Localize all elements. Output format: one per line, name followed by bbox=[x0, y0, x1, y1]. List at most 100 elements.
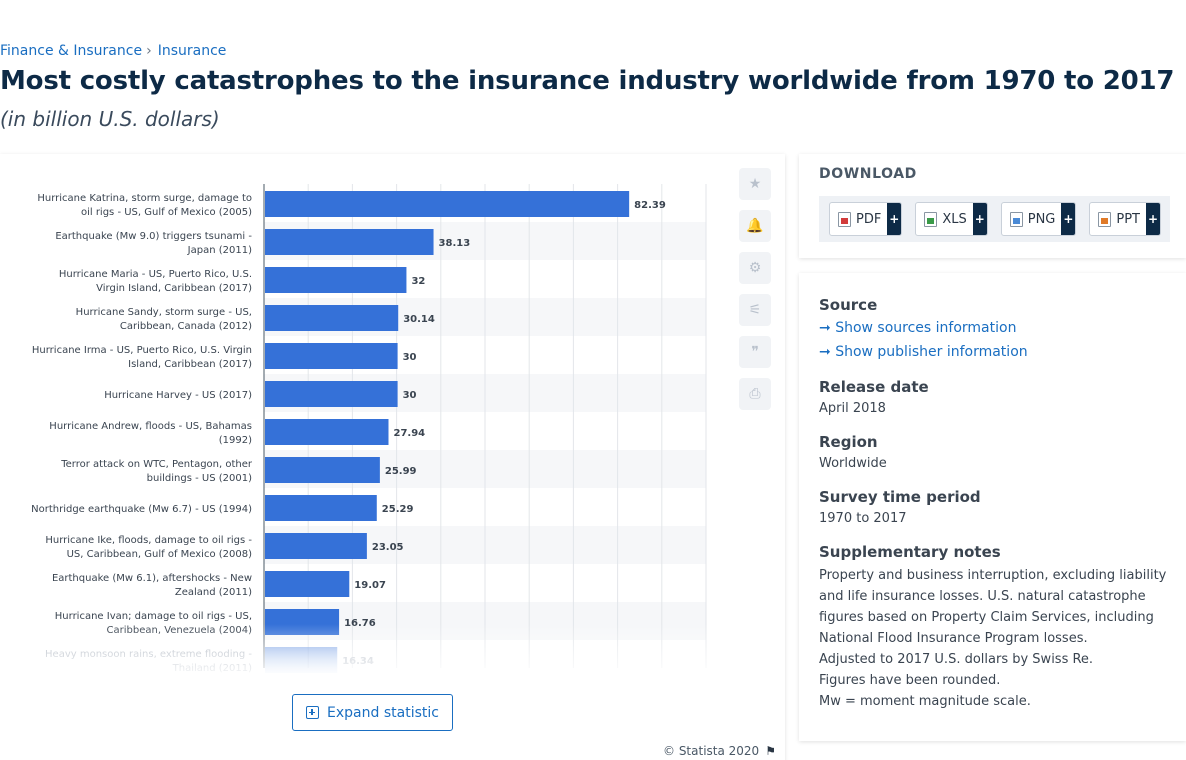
page-title: Most costly catastrophes to the insuranc… bbox=[0, 66, 1175, 96]
bar[interactable] bbox=[265, 609, 340, 635]
show-sources-label: Show sources information bbox=[835, 320, 1017, 336]
bar[interactable] bbox=[265, 647, 338, 673]
bar[interactable] bbox=[265, 495, 377, 521]
release-date-label: Release date bbox=[819, 378, 929, 396]
data-label: 19.07 bbox=[354, 580, 386, 591]
source-label: Source bbox=[819, 296, 878, 314]
bar[interactable] bbox=[265, 419, 389, 445]
survey-period-label: Survey time period bbox=[819, 488, 981, 506]
chart-toolbar: ★ 🔔 ⚙ ⚟ ❞ ⎙ bbox=[739, 168, 771, 420]
expand-statistic-label: Expand statistic bbox=[327, 704, 439, 721]
category-label: Hurricane Harvey - US (2017) bbox=[104, 390, 252, 401]
expand-statistic-button[interactable]: Expand statistic bbox=[292, 694, 453, 731]
plus-icon: + bbox=[887, 203, 902, 235]
statistic-info-card: Source ➞ Show sources information ➞ Show… bbox=[799, 273, 1186, 741]
download-pdf-label: PDF bbox=[856, 211, 882, 227]
breadcrumb-separator: › bbox=[146, 43, 152, 59]
share-icon: ⚟ bbox=[748, 302, 762, 318]
flag-icon[interactable]: ⚑ bbox=[765, 744, 776, 758]
data-label: 25.29 bbox=[382, 504, 414, 515]
note-text: Figures have been rounded. bbox=[819, 673, 1001, 688]
download-png-label: PNG bbox=[1027, 211, 1056, 227]
plus-square-icon bbox=[306, 706, 320, 719]
category-label: Earthquake (Mw 9.0) triggers tsunami -Ja… bbox=[55, 231, 252, 256]
release-date-value: April 2018 bbox=[819, 401, 886, 416]
show-publisher-label: Show publisher information bbox=[835, 344, 1028, 360]
data-label: 30.14 bbox=[403, 314, 435, 325]
download-card: DOWNLOAD PDF + XLS + PNG + PPT + bbox=[799, 154, 1186, 258]
download-pdf-button[interactable]: PDF + bbox=[829, 202, 903, 236]
supplementary-notes: Property and business interruption, excl… bbox=[819, 565, 1169, 712]
plus-icon: + bbox=[972, 203, 987, 235]
category-label: Hurricane Sandy, storm surge - US, Caribb… bbox=[76, 307, 252, 332]
category-label: Hurricane Irma - US, Puerto Rico, U.S. V… bbox=[32, 345, 252, 370]
favorite-button[interactable]: ★ bbox=[739, 168, 771, 200]
quote-icon: ❞ bbox=[751, 344, 759, 360]
plus-icon: + bbox=[1061, 203, 1076, 235]
data-label: 30 bbox=[403, 390, 417, 401]
show-sources-link[interactable]: ➞ Show sources information bbox=[819, 320, 1016, 336]
arrow-right-icon: ➞ bbox=[819, 344, 831, 360]
survey-period-value: 1970 to 2017 bbox=[819, 511, 907, 526]
category-label: Hurricane Katrina, storm surge, damage t… bbox=[37, 193, 252, 218]
star-icon: ★ bbox=[748, 176, 762, 192]
data-label: 25.99 bbox=[385, 466, 417, 477]
notification-button[interactable]: 🔔 bbox=[739, 210, 771, 242]
bar[interactable] bbox=[265, 267, 407, 293]
xls-file-icon bbox=[924, 211, 938, 227]
category-label: Heavy monsoon rains, extreme flooding -T… bbox=[45, 649, 252, 674]
download-png-button[interactable]: PNG + bbox=[1000, 202, 1077, 236]
download-buttons: PDF + XLS + PNG + PPT + bbox=[819, 196, 1170, 242]
ppt-file-icon bbox=[1098, 211, 1112, 227]
bar[interactable] bbox=[265, 229, 434, 255]
category-label: Terror attack on WTC, Pentagon, other bui… bbox=[60, 459, 253, 484]
bell-icon: 🔔 bbox=[746, 218, 764, 234]
bar[interactable] bbox=[265, 381, 398, 407]
bar[interactable] bbox=[265, 571, 350, 597]
breadcrumb-finance-insurance[interactable]: Finance & Insurance bbox=[0, 43, 143, 59]
print-button[interactable]: ⎙ bbox=[739, 378, 771, 410]
download-heading: DOWNLOAD bbox=[819, 166, 917, 182]
copyright-text: © Statista 2020 bbox=[663, 744, 760, 758]
region-label: Region bbox=[819, 433, 878, 451]
breadcrumb: Finance & Insurance › Insurance bbox=[0, 43, 226, 59]
category-label: Hurricane Ivan; damage to oil rigs - US,… bbox=[55, 611, 252, 636]
bar[interactable] bbox=[265, 191, 630, 217]
download-xls-label: XLS bbox=[942, 211, 967, 227]
print-icon: ⎙ bbox=[749, 386, 761, 402]
plus-icon: + bbox=[1146, 203, 1160, 235]
share-button[interactable]: ⚟ bbox=[739, 294, 771, 326]
category-label: Hurricane Maria - US, Puerto Rico, U.S. V… bbox=[59, 269, 252, 294]
copyright: © Statista 2020 ⚑ bbox=[663, 744, 776, 758]
data-label: 32 bbox=[411, 276, 425, 287]
bar[interactable] bbox=[265, 533, 367, 559]
download-xls-button[interactable]: XLS + bbox=[915, 202, 988, 236]
pdf-file-icon bbox=[838, 211, 851, 227]
note-text: Mw = moment magnitude scale. bbox=[819, 694, 1031, 709]
data-label: 38.13 bbox=[439, 238, 471, 249]
show-publisher-link[interactable]: ➞ Show publisher information bbox=[819, 344, 1028, 360]
page-subtitle: (in billion U.S. dollars) bbox=[0, 107, 220, 131]
cite-button[interactable]: ❞ bbox=[739, 336, 771, 368]
note-text: Property and business interruption, excl… bbox=[819, 568, 1167, 646]
bar-chart: 82.39 Hurricane Katrina, storm surge, dam… bbox=[31, 184, 707, 674]
bar[interactable] bbox=[265, 343, 398, 369]
category-label: Northridge earthquake (Mw 6.7) - US (199… bbox=[31, 504, 252, 515]
data-label: 30 bbox=[403, 352, 417, 363]
region-value: Worldwide bbox=[819, 456, 887, 471]
data-label: 16.34 bbox=[342, 656, 374, 667]
bar[interactable] bbox=[265, 305, 399, 331]
download-ppt-label: PPT bbox=[1116, 211, 1140, 227]
gear-icon: ⚙ bbox=[748, 260, 762, 276]
download-ppt-button[interactable]: PPT + bbox=[1089, 202, 1161, 236]
category-label: Hurricane Ike, floods, damage to oil rig… bbox=[45, 535, 252, 560]
bar[interactable] bbox=[265, 457, 380, 483]
category-label: Hurricane Andrew, floods - US, Bahamas (1… bbox=[49, 421, 252, 446]
png-file-icon bbox=[1009, 211, 1023, 227]
data-label: 16.76 bbox=[344, 618, 376, 629]
breadcrumb-insurance[interactable]: Insurance bbox=[157, 43, 227, 59]
settings-button[interactable]: ⚙ bbox=[739, 252, 771, 284]
chart-card: 82.39 Hurricane Katrina, storm surge, dam… bbox=[0, 154, 785, 760]
data-label: 23.05 bbox=[372, 542, 404, 553]
